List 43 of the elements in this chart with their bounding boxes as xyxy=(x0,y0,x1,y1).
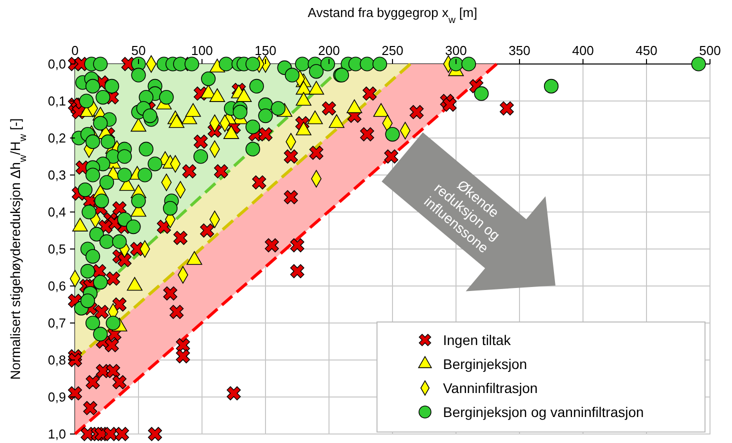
x-tick-label: 150 xyxy=(254,43,276,58)
point xyxy=(296,92,312,106)
point xyxy=(72,218,88,232)
x-tick-label: 400 xyxy=(572,43,594,58)
y-tick-label: 0,3 xyxy=(48,168,66,183)
y-tick-label: 0,6 xyxy=(48,278,66,294)
x-tick-label: 300 xyxy=(445,43,467,58)
y-tick-label: 0,5 xyxy=(48,242,66,257)
x-tick-label: 450 xyxy=(636,43,658,58)
point xyxy=(126,277,142,291)
point xyxy=(130,118,146,132)
y-tick-label: 0,8 xyxy=(48,352,66,368)
y-tick-label: 0,4 xyxy=(48,204,66,220)
point xyxy=(168,114,184,128)
y-tick-label: 0,2 xyxy=(48,130,66,146)
legend-label: Berginjeksjon xyxy=(443,356,528,372)
y-tick-label: 1,0 xyxy=(48,426,66,442)
point xyxy=(186,251,202,265)
point xyxy=(346,99,362,114)
x-axis-title: Avstand fra byggegrop x$_{w}$ [m] xyxy=(308,5,478,26)
y-tick-label: 0,7 xyxy=(48,316,66,331)
x-tick-label: 500 xyxy=(699,43,721,58)
point xyxy=(185,103,201,117)
y-tick-label: 0,9 xyxy=(48,390,66,405)
point xyxy=(296,122,312,136)
y-tick-label: 0,1 xyxy=(48,94,66,109)
legend-label: Ingen tiltak xyxy=(443,332,512,348)
point xyxy=(308,80,324,95)
x-tick-label: 350 xyxy=(508,43,530,58)
x-tick-label: 250 xyxy=(382,43,404,58)
point xyxy=(223,125,240,139)
point xyxy=(209,88,226,102)
point xyxy=(373,103,389,117)
point xyxy=(307,110,323,124)
x-tick-label: 200 xyxy=(318,43,340,58)
point xyxy=(236,88,252,102)
y-tick-label: 0,0 xyxy=(48,56,66,72)
legend-label: Berginjeksjon og vanninfiltrasjon xyxy=(443,404,644,420)
x-tick-label: 100 xyxy=(191,43,213,58)
x-tick-label: 50 xyxy=(131,43,146,58)
legend-label: Vanninfiltrasjon xyxy=(443,380,538,396)
x-tick-label: 0 xyxy=(71,43,79,58)
point xyxy=(328,114,344,128)
